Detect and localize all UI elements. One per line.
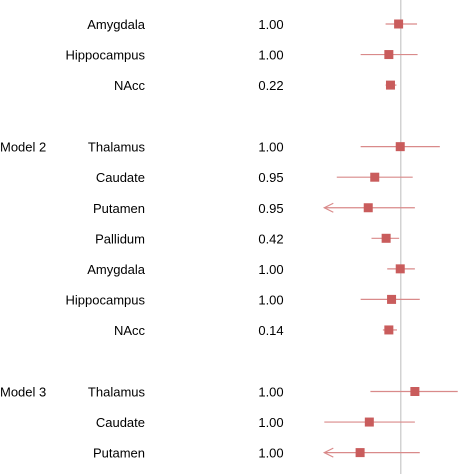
p-value-label: 1.00 xyxy=(258,140,283,155)
region-label: Hippocampus xyxy=(66,48,146,63)
region-label: Hippocampus xyxy=(66,292,146,307)
model-label: Model 2 xyxy=(0,140,46,155)
p-value-label: 1.00 xyxy=(258,262,283,277)
region-label: Amygdala xyxy=(87,17,146,32)
ci-arrow-left xyxy=(322,447,334,458)
estimate-marker xyxy=(370,172,380,182)
ci-arrow-left xyxy=(322,202,334,213)
estimate-marker xyxy=(387,294,397,304)
region-label: Putamen xyxy=(93,201,145,216)
p-value-label: 0.95 xyxy=(258,170,283,185)
p-value-label: 0.95 xyxy=(258,201,283,216)
estimate-marker xyxy=(381,233,391,243)
region-label: Thalamus xyxy=(88,140,146,155)
p-value-label: 1.00 xyxy=(258,17,283,32)
estimate-marker xyxy=(394,19,404,29)
p-value-label: 1.00 xyxy=(258,48,283,63)
region-label: NAcc xyxy=(114,78,146,93)
region-label: Pallidum xyxy=(95,231,145,246)
estimate-marker xyxy=(364,417,374,427)
estimate-marker xyxy=(355,448,365,458)
p-value-label: 1.00 xyxy=(258,415,283,430)
estimate-marker xyxy=(363,203,373,213)
model-label: Model 3 xyxy=(0,385,46,400)
estimate-marker xyxy=(385,80,395,90)
estimate-marker xyxy=(410,387,420,396)
estimate-marker xyxy=(384,325,394,335)
region-label: NAcc xyxy=(114,323,146,338)
estimate-marker xyxy=(395,142,405,152)
estimate-marker xyxy=(395,264,405,274)
region-label: Caudate xyxy=(96,170,145,185)
p-value-label: 0.42 xyxy=(258,231,283,246)
p-value-label: 0.14 xyxy=(258,323,283,338)
estimate-marker xyxy=(384,50,394,60)
p-value-label: 1.00 xyxy=(258,292,283,307)
p-value-label: 1.00 xyxy=(258,446,283,461)
p-value-label: 1.00 xyxy=(258,385,283,400)
p-value-label: 0.22 xyxy=(258,78,283,93)
region-label: Caudate xyxy=(96,415,145,430)
region-label: Putamen xyxy=(93,446,145,461)
region-label: Thalamus xyxy=(88,385,146,400)
region-label: Amygdala xyxy=(87,262,146,277)
